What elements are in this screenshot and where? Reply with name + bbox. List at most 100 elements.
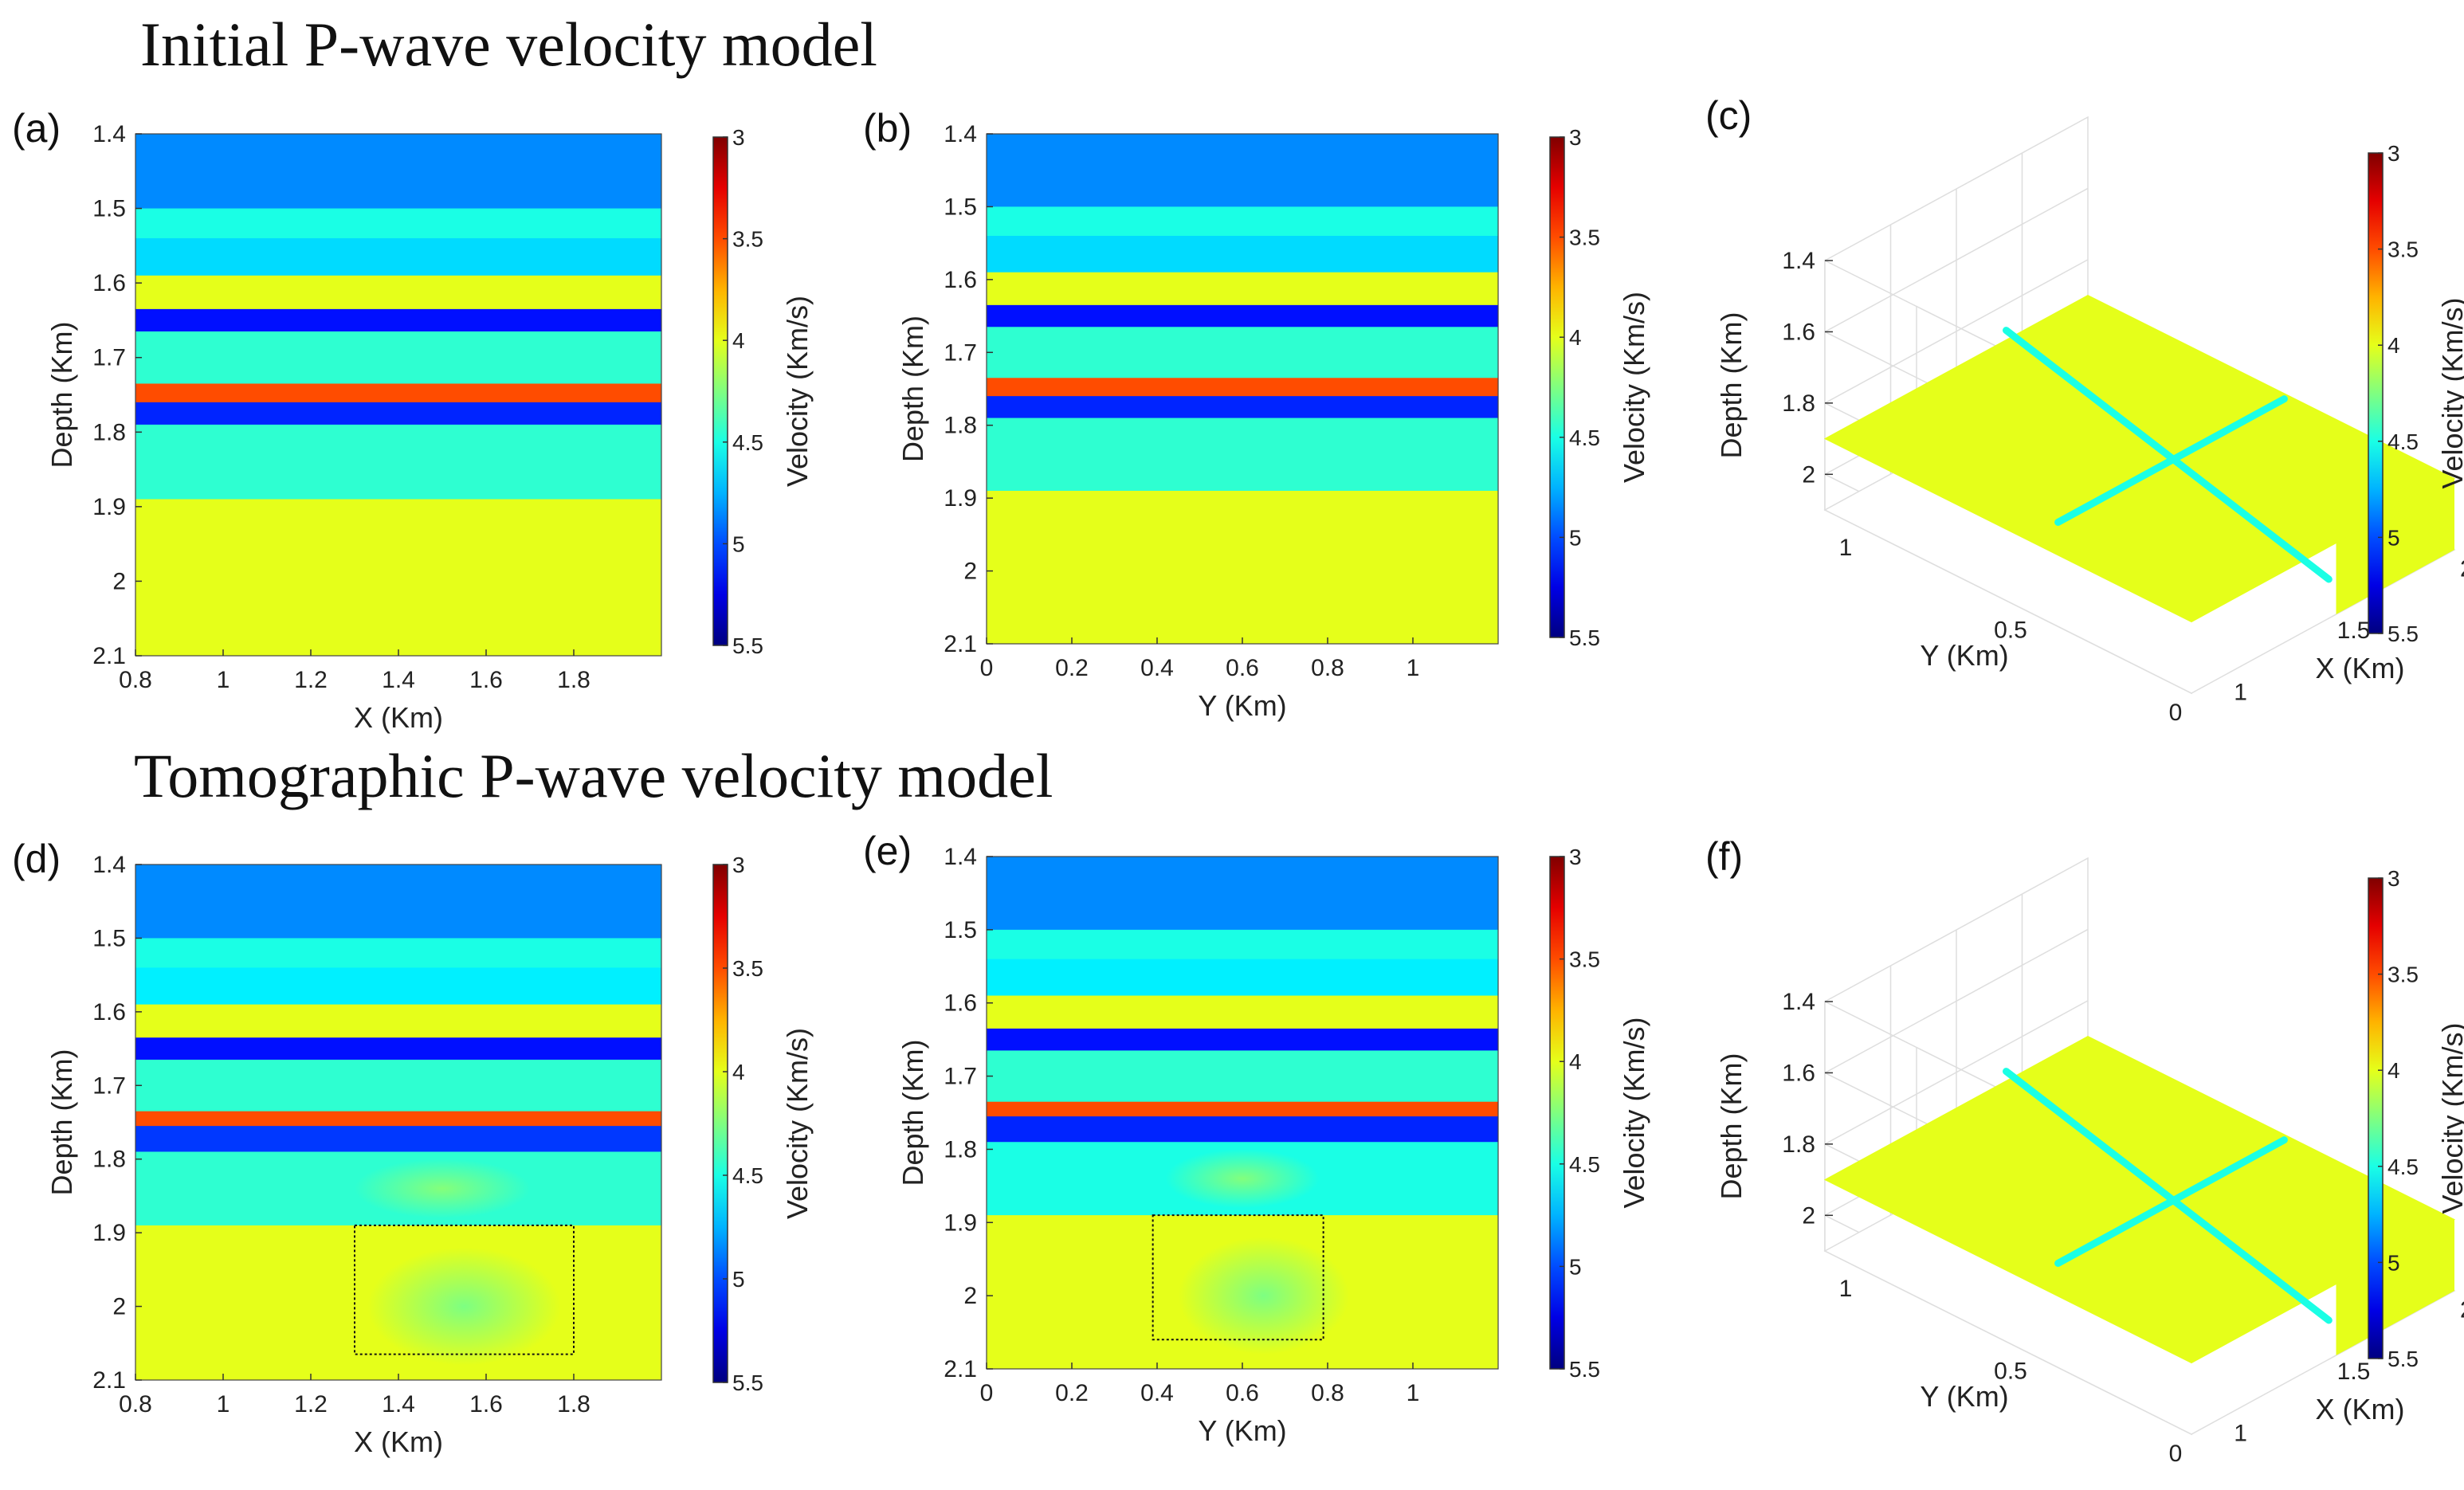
z-axis-label: Depth (Km) (1715, 312, 1748, 458)
z-tick-label: 2 (1802, 461, 1815, 488)
y-tick-label: 1.7 (92, 345, 126, 371)
profile-line-y (2003, 1068, 2333, 1324)
colorbar-tick-label: 5 (2387, 525, 2400, 550)
x-axis-label: X (Km) (2316, 652, 2405, 684)
velocity-layer (987, 378, 1498, 397)
y-axis-label: Depth (Km) (897, 1039, 929, 1186)
colorbar-tick-label: 5 (732, 1267, 745, 1292)
y-tick-label: 1.4 (92, 852, 126, 878)
z-axis-label: Depth (Km) (1715, 1053, 1748, 1199)
x-tick-label: 1 (2234, 1420, 2247, 1446)
velocity-layer (135, 331, 661, 385)
y-tick-label: 1.6 (92, 270, 126, 296)
x-tick-label: 0.4 (1140, 1380, 1174, 1406)
velocity-layer (987, 491, 1498, 644)
panel-a: 0.8 1 1.2 1.4 1.6 1.8 1.4 1.5 1.6 1.7 1.8 1.9 2 2.1 X … (12, 106, 814, 734)
x-axis-label: Y (Km) (1198, 689, 1286, 722)
y-tick-label: 1.8 (92, 1147, 126, 1173)
bottom-section-title: Tomographic P-wave velocity model (134, 741, 1053, 810)
y-tick-label: 2.1 (944, 1356, 977, 1382)
colorbar-label: Velocity (Km/s) (1618, 1017, 1650, 1208)
velocity-layer (135, 275, 661, 310)
colorbar-tick-label: 3 (732, 853, 745, 877)
panel-f: 1.4 1.6 1.8 2 Depth (Km) 1 1.5 2 X (Km) 0 0.5 1 Y (K… (1705, 834, 2464, 1467)
y-tick-label: 1.8 (944, 413, 977, 439)
y-tick-label: 1.7 (92, 1072, 126, 1099)
colorbar-tick-label: 3.5 (2387, 237, 2419, 262)
panel-label: (b) (863, 106, 912, 151)
velocity-layer (135, 1037, 661, 1061)
x-tick-label: 1 (217, 667, 230, 693)
velocity-layer (135, 383, 661, 403)
velocity-layer (135, 499, 661, 656)
x-tick-label: 0.2 (1055, 655, 1089, 681)
colorbar-label: Velocity (Km/s) (2436, 297, 2464, 488)
colorbar-label: Velocity (Km/s) (1618, 292, 1650, 483)
colorbar-tick-label: 3.5 (2387, 963, 2419, 987)
x-tick-label: 0.8 (119, 667, 152, 693)
x-tick-label: 0.2 (1055, 1380, 1089, 1406)
colorbar-tick-label: 4.5 (2387, 1155, 2419, 1179)
velocity-layer (135, 238, 661, 276)
y-axis-label: Depth (Km) (45, 321, 78, 468)
colorbar-tick-label: 4.5 (732, 430, 763, 455)
plot-area (987, 134, 1498, 644)
x-tick-label: 1 (1407, 655, 1420, 681)
velocity-layer (135, 1126, 661, 1153)
colorbar-tick-label: 5.5 (2387, 1347, 2419, 1371)
x-tick-label: 1.6 (469, 667, 503, 693)
colorbar-tick-label: 4 (1569, 1049, 1582, 1074)
x-tick-label: 1.2 (294, 667, 328, 693)
colorbar-tick-label: 4.5 (2387, 429, 2419, 454)
z-tick-label: 1.4 (1782, 248, 1815, 274)
colorbar (1549, 136, 1565, 638)
colorbar (2368, 877, 2384, 1359)
x-tick-label: 0.4 (1140, 655, 1174, 681)
colorbar (712, 864, 728, 1383)
x-tick-label: 1.4 (382, 667, 415, 693)
x-axis-label: X (Km) (354, 1425, 443, 1458)
velocity-layer (135, 938, 661, 968)
panel-label: (e) (863, 829, 912, 873)
y-tick-label: 0.5 (1994, 1359, 2027, 1385)
z-tick-label: 1.6 (1782, 1060, 1815, 1086)
x-tick-label: 0 (980, 1380, 994, 1406)
y-tick-label: 2.1 (944, 631, 977, 657)
panel-label: (c) (1705, 93, 1752, 138)
colorbar-tick-label: 5 (1569, 525, 1582, 550)
x-tick-label: 1 (2234, 679, 2247, 705)
y-axis-label: Y (Km) (1920, 639, 2008, 672)
colorbar-tick-label: 4 (1569, 325, 1582, 350)
x-tick-label: 1 (217, 1391, 230, 1417)
colorbar-tick-label: 3.5 (1569, 947, 1600, 972)
velocity-layer (987, 327, 1498, 378)
panel-d: 0.8 1 1.2 1.4 1.6 1.8 1.4 1.5 1.6 1.7 1.8 1.9 2 2.1 X … (12, 837, 814, 1458)
y-axis-label: Y (Km) (1920, 1380, 2008, 1413)
x-tick-label: 0 (980, 655, 994, 681)
top-section-title: Initial P-wave velocity model (140, 10, 877, 79)
y-tick-label: 1.9 (944, 1210, 977, 1236)
velocity-layer (987, 1116, 1498, 1143)
colorbar-tick-label: 4.5 (1569, 1152, 1600, 1177)
y-tick-label: 1.4 (944, 844, 977, 870)
velocity-layer (987, 272, 1498, 306)
x-tick-label: 2 (2460, 556, 2464, 582)
velocity-layer (987, 396, 1498, 419)
panel-label: (d) (12, 837, 61, 881)
velocity-layer (987, 1050, 1498, 1103)
x-tick-label: 1.6 (469, 1391, 503, 1417)
x-tick-label: 1.4 (382, 1391, 415, 1417)
velocity-layer (987, 857, 1498, 931)
profile-line-y (2003, 327, 2333, 583)
plot-area (135, 865, 661, 1380)
y-tick-label: 2 (963, 559, 977, 585)
y-tick-label: 1.5 (944, 194, 977, 220)
velocity-layer (135, 134, 661, 210)
plot-area (987, 857, 1498, 1369)
colorbar-tick-label: 4 (2387, 333, 2400, 358)
velocity-layer (987, 995, 1498, 1029)
colorbar-tick-label: 5 (732, 531, 745, 556)
x-axis-label: X (Km) (354, 701, 443, 734)
x-tick-label: 1.8 (557, 1391, 590, 1417)
